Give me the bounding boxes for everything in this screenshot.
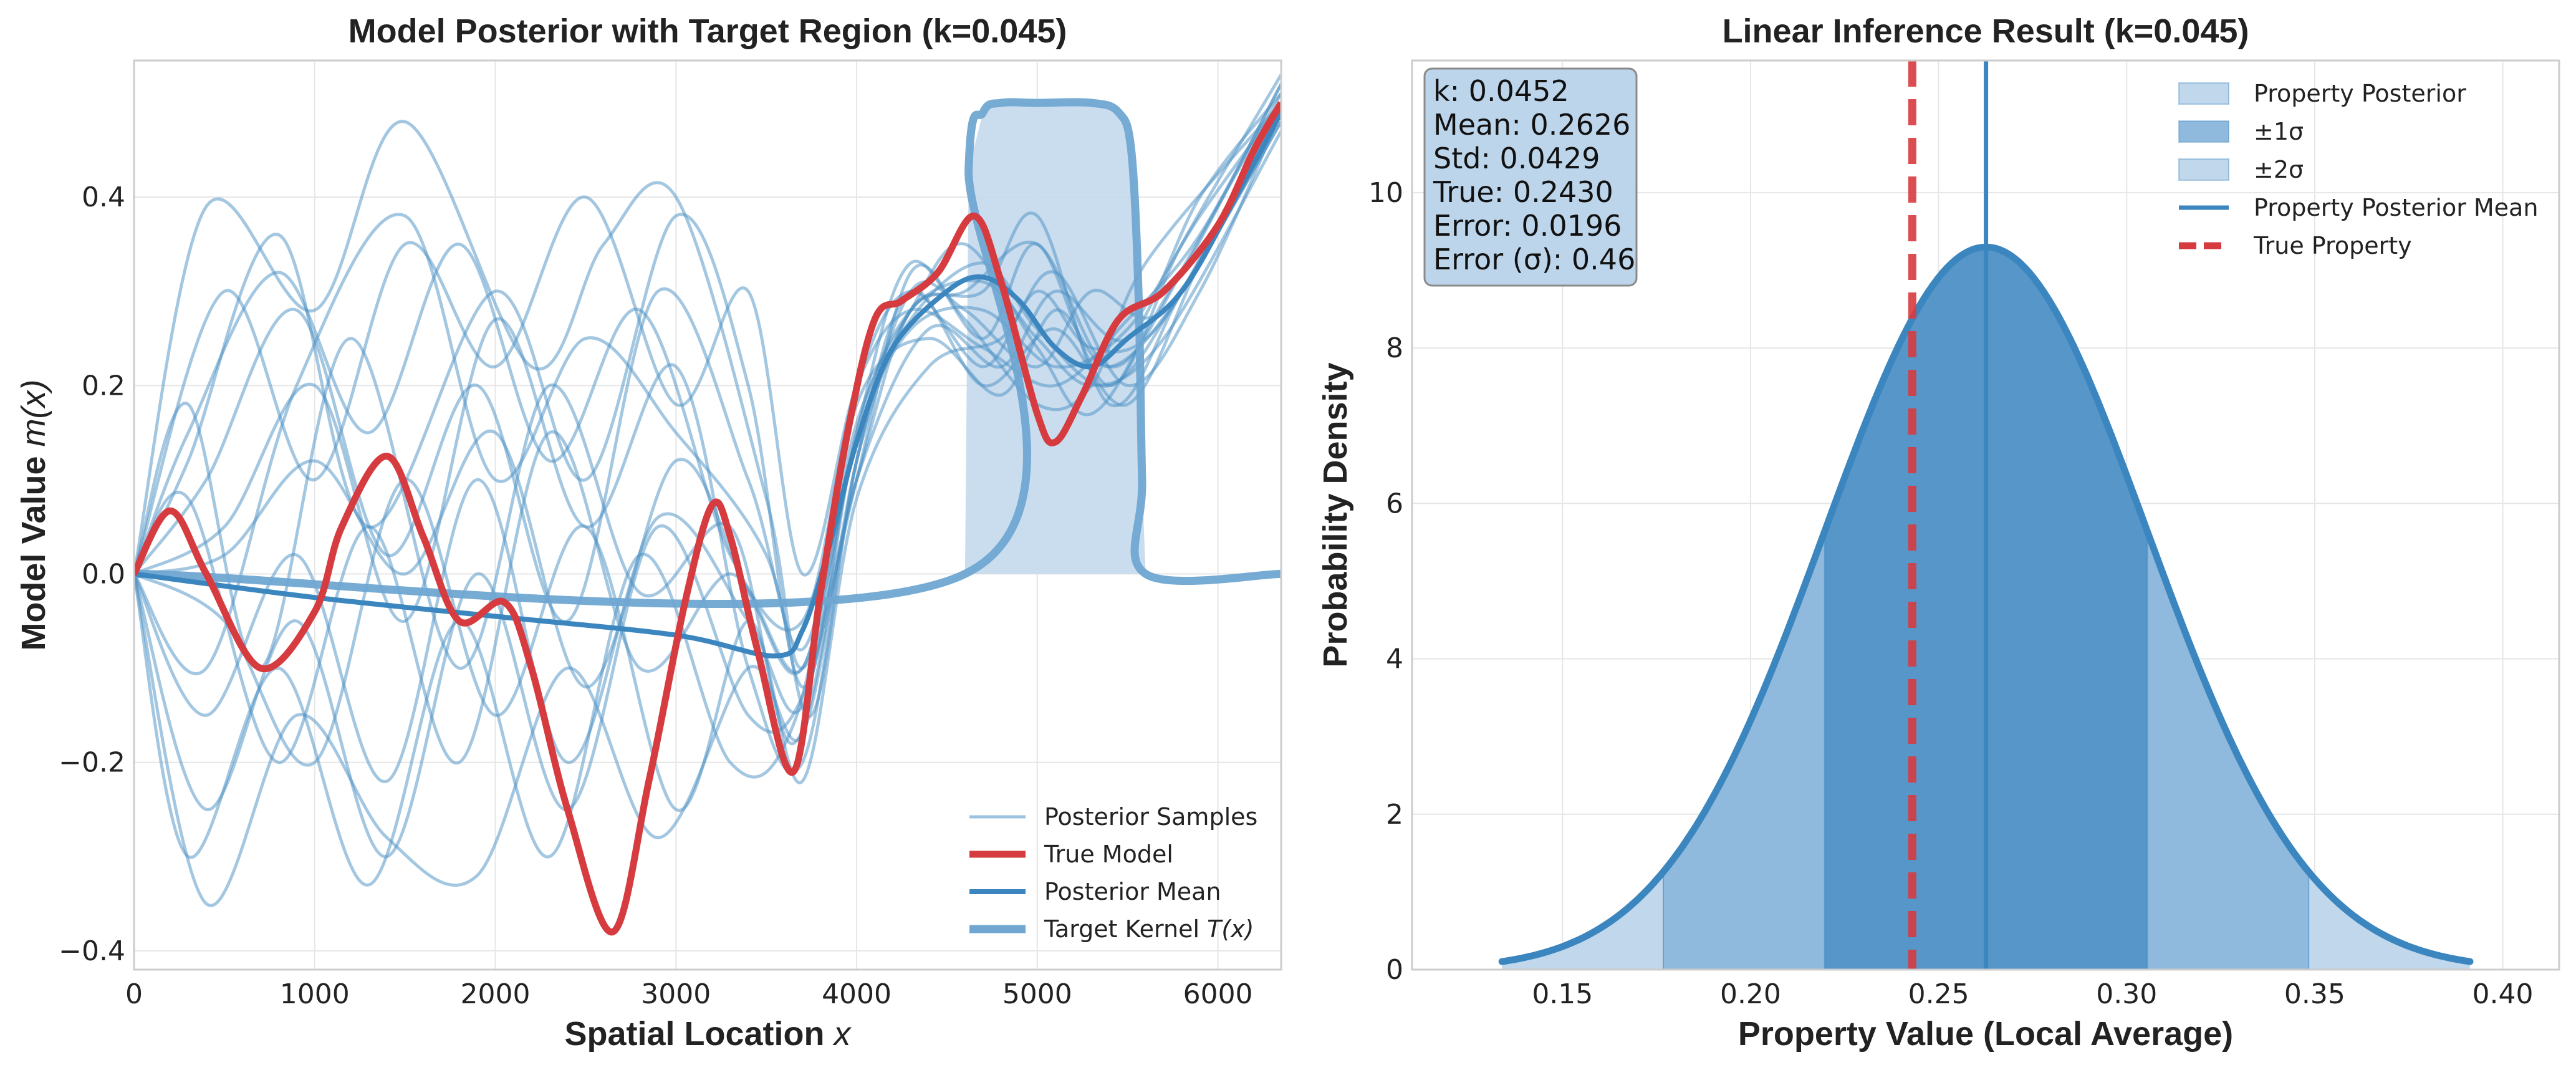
right-y-axis-label: Probability Density	[1317, 362, 1354, 667]
left-y-tick-label: 0.2	[82, 370, 125, 402]
left-plot-area	[134, 74, 1281, 936]
legend-label: Property Posterior	[2254, 80, 2466, 107]
left-x-axis-label: Spatial Location x	[564, 1015, 852, 1053]
right-y-tick-label: 6	[1386, 488, 1403, 519]
right-tick-labels: 0.15 0.20 0.25 0.30 0.35 0.40 0 2 4 6 8 10	[1368, 177, 2533, 1010]
right-y-tick-label: 10	[1368, 177, 1403, 209]
right-x-tick-label: 0.20	[1720, 978, 1781, 1010]
posterior-sample-line	[134, 83, 1281, 907]
posterior-sample-line	[134, 102, 1281, 632]
legend-label: Property Posterior Mean	[2254, 194, 2538, 221]
stats-line: Std: 0.0429	[1433, 142, 1600, 175]
true-model-line	[134, 101, 1281, 936]
legend-label: Target Kernel T(x)	[1044, 915, 1254, 943]
left-x-tick-label: 5000	[1002, 978, 1072, 1010]
right-chart-title: Linear Inference Result (k=0.045)	[1723, 12, 2249, 50]
stats-line: Error: 0.0196	[1433, 209, 1622, 243]
left-y-axis-label: Model Value m(x)	[15, 379, 52, 650]
legend-label: ±2σ	[2254, 156, 2304, 183]
posterior-mean-line	[134, 111, 1281, 658]
right-y-tick-label: 2	[1386, 799, 1403, 831]
right-x-tick-label: 0.30	[2096, 978, 2157, 1010]
posterior-sample-line	[134, 92, 1281, 745]
right-chart: Linear Inference Result (k=0.045) 0.15 0.…	[1317, 12, 2560, 1053]
stats-line: k: 0.0452	[1433, 74, 1569, 108]
left-y-tick-label: −0.4	[59, 935, 125, 967]
left-y-tick-label: 0.0	[82, 558, 125, 590]
right-y-tick-label: 4	[1386, 644, 1403, 675]
stats-line: True: 0.2430	[1433, 175, 1613, 209]
legend-label: Posterior Samples	[1044, 803, 1257, 831]
legend-label: ±1σ	[2254, 118, 2304, 145]
left-x-tick-label: 0	[125, 978, 143, 1010]
left-y-tick-label: −0.2	[59, 747, 125, 779]
right-y-tick-label: 8	[1386, 332, 1403, 364]
posterior-sample-line	[134, 83, 1281, 577]
left-x-tick-label: 3000	[641, 978, 711, 1010]
stats-line: Mean: 0.2626	[1433, 108, 1630, 142]
posterior-sample-line	[134, 120, 1281, 718]
left-x-tick-label: 4000	[822, 978, 892, 1010]
legend-swatch	[2178, 120, 2229, 143]
right-y-tick-label: 0	[1386, 954, 1403, 986]
left-x-tick-label: 6000	[1183, 978, 1253, 1010]
left-x-tick-label: 2000	[461, 978, 531, 1010]
left-tick-labels: 0 1000 2000 3000 4000 5000 6000 −0.4 −0.2 0.0 0.2 0…	[59, 181, 1252, 1010]
legend-swatch	[2178, 82, 2229, 105]
stats-box-background	[1423, 67, 1638, 287]
left-axes-frame	[133, 59, 1282, 971]
posterior-sample-line	[134, 120, 1281, 887]
left-x-tick-label: 1000	[280, 978, 350, 1010]
left-chart: Model Posterior with Target Region (k=0.…	[15, 12, 1282, 1053]
right-plot-area	[1498, 60, 2474, 970]
legend-label: True Property	[2253, 232, 2412, 259]
posterior-sample-line	[134, 92, 1281, 652]
left-chart-title: Model Posterior with Target Region (k=0.…	[348, 12, 1067, 50]
posterior-sample-line	[134, 112, 1281, 812]
target-kernel-line	[134, 98, 1281, 609]
right-legend: Property Posterior ±1σ ±2σ Property Posteri…	[2178, 80, 2538, 259]
right-x-axis-label: Property Value (Local Average)	[1738, 1015, 2233, 1053]
stats-line: Error (σ): 0.46	[1433, 243, 1635, 276]
left-legend: Posterior Samples True Model Posterior Mea…	[969, 803, 1257, 943]
left-y-tick-label: 0.4	[82, 181, 125, 213]
right-x-tick-label: 0.25	[1908, 978, 1969, 1010]
right-x-tick-label: 0.15	[1532, 978, 1593, 1010]
legend-label: Posterior Mean	[1044, 878, 1221, 905]
legend-swatch	[2178, 158, 2229, 181]
right-x-tick-label: 0.40	[2473, 978, 2534, 1010]
right-axes-frame	[1411, 59, 2560, 971]
legend-label: True Model	[1044, 841, 1173, 868]
right-x-tick-label: 0.35	[2284, 978, 2345, 1010]
target-kernel-fill	[134, 103, 1281, 574]
